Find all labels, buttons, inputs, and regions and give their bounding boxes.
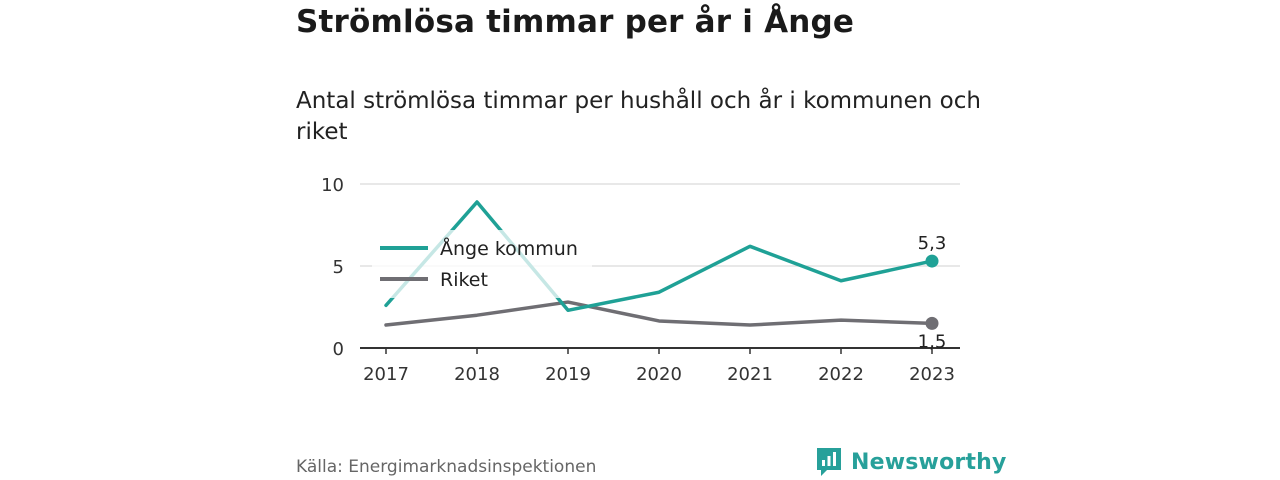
- legend-background: [372, 230, 592, 298]
- x-tick-label: 2019: [545, 364, 591, 385]
- chart-title: Strömlösa timmar per år i Ånge: [296, 4, 855, 40]
- series-end-point: [925, 316, 939, 330]
- series-lines: [384, 200, 939, 330]
- x-tick-label: 2018: [454, 364, 500, 385]
- line-chart: Ånge kommun Riket 0 5 10 2017 2018 2019 2020 202…: [321, 175, 960, 385]
- source-note: Källa: Energimarknadsinspektionen: [296, 457, 597, 477]
- y-tick-label: 10: [321, 175, 344, 196]
- axis-labels: 0 5 10 2017 2018 2019 2020 2021 2022 2023 5,3 1,5: [321, 175, 955, 385]
- brand-name: Newsworthy: [851, 449, 1007, 475]
- series-line: [384, 300, 934, 327]
- y-tick-label: 5: [333, 257, 344, 278]
- end-label-riket: 1,5: [918, 331, 947, 352]
- x-tick-label: 2020: [636, 364, 682, 385]
- x-tick-label: 2021: [727, 364, 773, 385]
- legend: Ånge kommun Riket: [372, 230, 592, 298]
- newsworthy-brand[interactable]: Newsworthy: [815, 446, 1007, 478]
- legend-label: Riket: [440, 269, 488, 291]
- x-tick-label: 2017: [363, 364, 409, 385]
- y-tick-label: 0: [333, 339, 344, 360]
- end-label-ange: 5,3: [918, 233, 947, 254]
- newsworthy-logo-icon: [817, 448, 841, 476]
- series-line: [384, 200, 934, 313]
- legend-label: Ånge kommun: [440, 237, 578, 260]
- x-tick-label: 2022: [818, 364, 864, 385]
- series-end-point: [925, 254, 939, 268]
- x-tick-label: 2023: [909, 364, 955, 385]
- chart-subtitle: Antal strömlösa timmar per hushåll och å…: [296, 88, 981, 145]
